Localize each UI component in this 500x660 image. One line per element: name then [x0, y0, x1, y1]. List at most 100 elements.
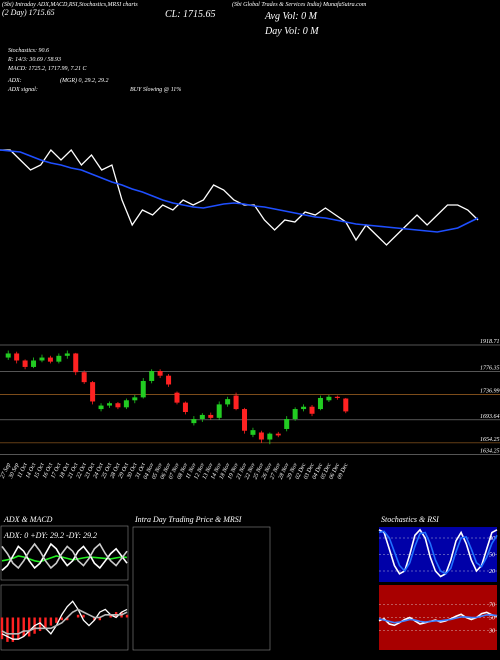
candle-body [73, 353, 79, 373]
macd-bar [93, 617, 96, 621]
y-tick-label: 80 [489, 536, 495, 542]
series-line [1, 542, 128, 570]
series-line [0, 149, 479, 233]
series-line [378, 528, 498, 578]
candle-body [98, 405, 104, 410]
panel-title: Stochastics & RSI [381, 515, 439, 524]
series-line [0, 148, 479, 246]
candle-body [284, 419, 290, 429]
candle-body [233, 395, 239, 410]
candle-body [132, 397, 138, 401]
candle-body [47, 357, 53, 362]
candle-body [123, 400, 129, 408]
y-tick-label: 20 [489, 569, 495, 575]
series-line [1, 542, 128, 571]
candle-body [191, 419, 197, 424]
panel-border [0, 584, 129, 651]
y-tick-label: 1654.25 [480, 436, 500, 443]
panel-border [0, 525, 129, 581]
macd-bar [98, 617, 102, 621]
series-line [378, 530, 498, 575]
candle-body [174, 392, 180, 403]
macd-bar [76, 614, 80, 618]
y-tick-label: 70 [489, 603, 495, 609]
candle-body [182, 402, 188, 412]
adx-label: ADX: [7, 78, 22, 84]
candle-body [64, 353, 70, 356]
candle-body [208, 414, 214, 418]
candle-body [267, 433, 273, 440]
adx-signal: BUY Slowing @ 11% [130, 87, 181, 93]
candle-body [317, 397, 323, 410]
y-tick-label: 50 [489, 616, 495, 622]
macd-bar [55, 617, 58, 623]
macd-bar [11, 617, 15, 642]
series-line [1, 600, 128, 640]
candle-body [81, 372, 87, 383]
title: (Sbi) Intraday ADX,MACD,RSI,Stochastics,… [2, 1, 138, 8]
close: CL: 1715.65 [165, 9, 216, 20]
macd-bar [22, 617, 25, 637]
candle-body [326, 396, 332, 401]
y-tick-label: 30 [488, 629, 495, 635]
top-level-label: 1918.71 [480, 339, 500, 345]
candle-body [292, 409, 298, 420]
candle-body [157, 371, 163, 376]
macd-bar [38, 617, 42, 632]
macd-bar [82, 614, 85, 618]
macd-bar [66, 617, 69, 621]
candle-body [301, 406, 307, 410]
macd-bar [109, 614, 112, 618]
candle-body [140, 380, 146, 398]
candle-body [39, 357, 45, 361]
candle-body [22, 360, 28, 367]
candle-body [31, 360, 37, 367]
macd-bar [60, 617, 63, 621]
adx-signal-label: ADX signal: [7, 87, 38, 93]
candle-body [343, 398, 349, 412]
candle-body [258, 432, 264, 440]
panel-title: ADX & MACD [3, 515, 53, 524]
source: (Sbi Global Trades & Services India) Mun… [232, 1, 367, 8]
candle-body [216, 404, 222, 418]
macd-bar [6, 617, 9, 642]
candle-body [14, 353, 20, 361]
candle-body [149, 371, 155, 381]
candle-body [115, 403, 121, 408]
macd-bar [0, 617, 4, 640]
macd-bar [44, 617, 47, 629]
candle-body [90, 382, 96, 402]
panel-subtitle: ADX: 0 +DY: 29.2 -DY: 29.2 [3, 531, 97, 540]
panel-title: Intra Day Trading Price & MRSI [134, 515, 242, 524]
candle-body [56, 355, 62, 362]
candle-body [166, 375, 172, 385]
y-tick-label: 1693.64 [480, 413, 500, 420]
macd: MACD: 1725.2, 1717.99, 7.21 C [7, 66, 87, 72]
series-line [1, 608, 128, 635]
candle-body [106, 403, 112, 406]
candle-body [5, 353, 11, 358]
y-tick-label: 50 [489, 553, 495, 559]
y-tick-label: 1736.99 [480, 388, 500, 394]
candle-body [334, 396, 340, 398]
candle-body [275, 433, 281, 436]
candle-body [250, 430, 256, 435]
day-vol: Day Vol: 0 M [264, 26, 319, 37]
macd-bar [49, 617, 53, 626]
stochastics: Stochastics: 90.6 [8, 48, 49, 54]
avg-vol: Avg Vol: 0 M [264, 11, 318, 22]
rsi: R: 14/3: 30.69 / 58.93 [7, 56, 61, 63]
candle-body [199, 414, 205, 420]
candle-body [225, 399, 231, 405]
series-line [378, 614, 498, 624]
panel-border [132, 526, 271, 651]
candle-body [242, 409, 248, 431]
macd-bar [27, 617, 31, 637]
macd-bar [17, 617, 20, 640]
y-tick-label: 1634.25 [480, 448, 500, 455]
y-tick-label: 1776.35 [480, 365, 500, 371]
candle-body [309, 406, 315, 414]
adx-values: (MGR) 0, 29.2, 29.2 [60, 77, 109, 84]
